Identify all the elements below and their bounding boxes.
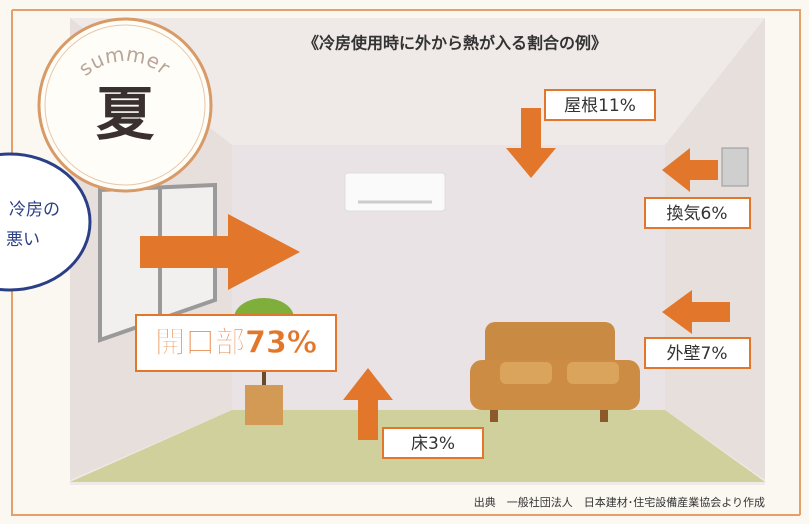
page: 屋根11% 換気6% 外壁7% 開口部73% 床3% 《冷房使用時に外から熱が入…	[0, 0, 809, 524]
label-ventilation: 換気6%	[667, 204, 728, 224]
label-roof: 屋根11%	[564, 96, 636, 116]
label-outer-wall: 外壁7%	[667, 344, 728, 364]
bubble-text: 悪い	[6, 230, 40, 250]
cushion	[567, 362, 619, 384]
pot	[245, 385, 283, 425]
badge-label: 夏	[96, 80, 155, 148]
illustration: 屋根11% 換気6% 外壁7% 開口部73% 床3% 《冷房使用時に外から熱が入…	[0, 0, 809, 524]
air-conditioner	[345, 173, 445, 211]
vent	[722, 148, 748, 186]
source: 出典 一般社団法人 日本建材･住宅設備産業協会より作成	[474, 495, 765, 509]
label-floor: 床3%	[411, 434, 455, 454]
title: 《冷房使用時に外から熱が入る割合の例》	[303, 34, 607, 53]
label-openings: 開口部73%	[155, 326, 317, 361]
sofa-leg	[600, 410, 608, 422]
bubble-text: 冷房の	[9, 200, 60, 220]
sofa-leg	[490, 410, 498, 422]
cushion	[500, 362, 552, 384]
